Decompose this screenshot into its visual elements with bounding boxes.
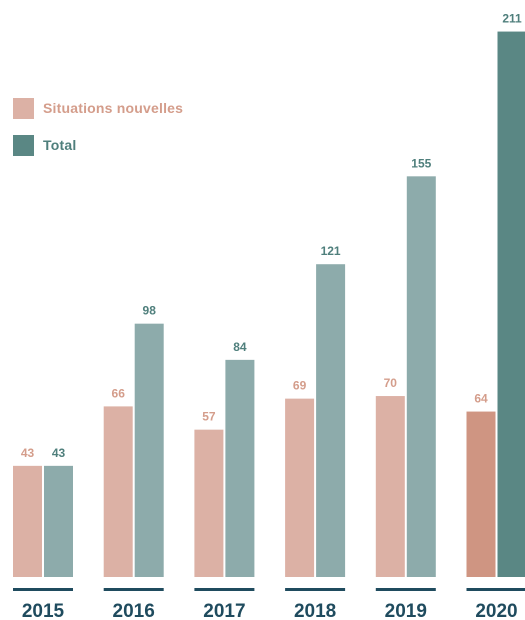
legend-swatch-total	[13, 134, 34, 156]
data-label-situations-2017: 57	[202, 410, 216, 424]
bar-situations-2016	[103, 406, 133, 577]
bar-total-2015	[44, 465, 73, 577]
axis-segment-2015	[13, 588, 73, 591]
x-tick-label-2016: 2016	[113, 601, 155, 620]
x-tick-label-2019: 2019	[385, 601, 427, 620]
legend-item-total: Total	[13, 134, 183, 156]
x-tick-label-2015: 2015	[22, 601, 65, 620]
data-label-situations-2015: 43	[21, 446, 35, 460]
bar-situations-2018	[285, 398, 315, 577]
axis-segment-2020	[466, 588, 525, 591]
bar-total-2019	[406, 176, 436, 577]
data-label-total-2015: 43	[52, 446, 66, 460]
legend-label-total: Total	[43, 137, 77, 153]
x-tick-label-2017: 2017	[203, 601, 245, 620]
axis-segment-2017	[194, 588, 255, 591]
axis-segment-2016	[103, 588, 164, 591]
bar-situations-2015	[13, 465, 42, 577]
data-label-situations-2016: 66	[112, 386, 126, 400]
bar-total-2018	[316, 264, 346, 577]
data-label-situations-2020: 64	[474, 392, 488, 406]
legend-swatch-situations	[13, 97, 34, 119]
axis-segment-2019	[375, 588, 436, 591]
data-label-total-2019: 155	[411, 156, 431, 170]
bar-total-2020	[497, 31, 525, 577]
x-tick-label-2018: 2018	[294, 601, 336, 620]
data-label-situations-2018: 69	[293, 379, 307, 393]
legend-label-situations: Situations nouvelles	[43, 100, 184, 116]
data-label-total-2017: 84	[233, 340, 247, 354]
bar-total-2016	[134, 323, 164, 577]
data-label-total-2018: 121	[321, 244, 341, 258]
data-label-total-2020: 211	[502, 12, 522, 26]
bar-situations-2017	[194, 429, 224, 577]
legend: Situations nouvelles Total	[13, 97, 183, 171]
x-tick-label-2020: 2020	[475, 601, 517, 620]
legend-item-situations: Situations nouvelles	[13, 97, 183, 119]
bar-situations-2019	[375, 396, 405, 577]
bar-situations-2020	[466, 411, 496, 577]
data-label-situations-2019: 70	[384, 376, 398, 390]
bar-total-2017	[225, 359, 255, 577]
data-label-total-2016: 98	[143, 304, 157, 318]
axis-segment-2018	[285, 588, 346, 591]
